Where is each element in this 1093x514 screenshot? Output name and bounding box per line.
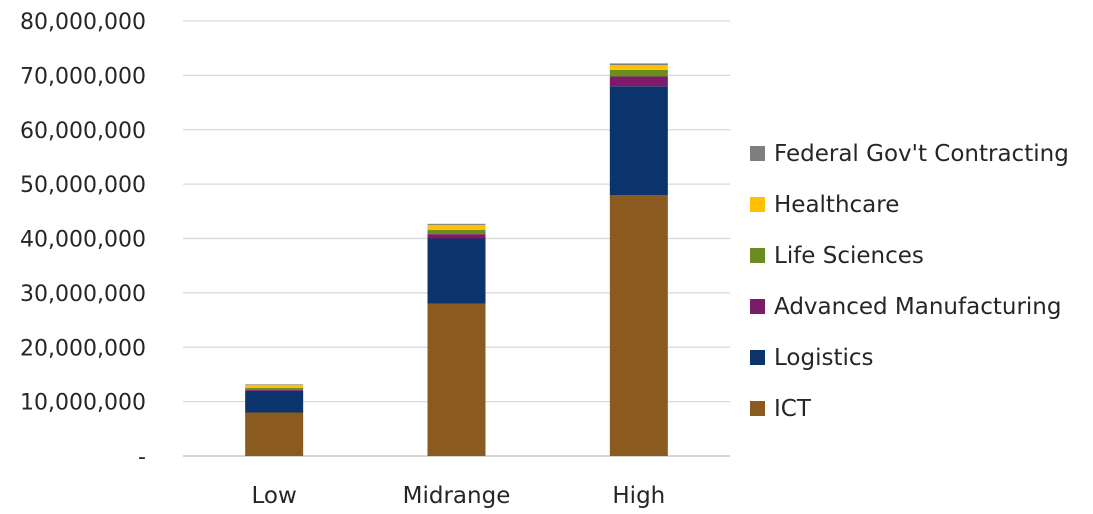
- bar-segment-ict-midrange: [427, 303, 486, 456]
- bar-segment-federal-gov-t-contracting-low: [245, 384, 304, 385]
- bar-segment-ict-low: [245, 412, 304, 456]
- legend-label: ICT: [774, 396, 812, 422]
- bar-segment-logistics-low: [245, 390, 304, 413]
- legend-swatch: [750, 197, 765, 212]
- y-tick-label: 10,000,000: [20, 391, 146, 416]
- legend-label: Advanced Manufacturing: [774, 294, 1061, 320]
- bar-segment-healthcare-midrange: [427, 224, 486, 230]
- bar-segment-healthcare-low: [245, 384, 304, 389]
- legend: Federal Gov't Contracting Healthcare Life …: [750, 141, 1069, 422]
- bar-segment-logistics-high: [609, 86, 668, 195]
- x-axis-category-labels: Low Midrange High: [252, 483, 666, 509]
- legend-label: Federal Gov't Contracting: [774, 141, 1069, 167]
- y-tick-label: -: [138, 445, 146, 470]
- legend-label: Healthcare: [774, 192, 899, 218]
- bar-segment-healthcare-high: [609, 65, 668, 70]
- x-category-label: Midrange: [403, 483, 511, 509]
- y-tick-label: 30,000,000: [20, 282, 146, 307]
- y-tick-label: 80,000,000: [20, 10, 146, 35]
- legend-label: Life Sciences: [774, 243, 924, 269]
- y-tick-label: 60,000,000: [20, 119, 146, 144]
- legend-swatch: [750, 299, 765, 314]
- bars: [245, 63, 668, 456]
- y-axis-tick-labels: - 10,000,000 20,000,000 30,000,000 40,000,00…: [20, 10, 146, 470]
- legend-label: Logistics: [774, 345, 874, 371]
- y-tick-label: 40,000,000: [20, 228, 146, 253]
- bar-segment-ict-high: [609, 195, 668, 456]
- y-tick-label: 20,000,000: [20, 336, 146, 361]
- legend-swatch: [750, 248, 765, 263]
- bar-segment-life-sciences-midrange: [427, 229, 486, 235]
- legend-swatch: [750, 401, 765, 416]
- y-tick-label: 50,000,000: [20, 173, 146, 198]
- x-category-label: Low: [252, 483, 297, 509]
- bar-segment-advanced-manufacturing-low: [245, 389, 304, 391]
- bar-segment-logistics-midrange: [427, 238, 486, 304]
- y-tick-label: 70,000,000: [20, 64, 146, 89]
- bar-segment-life-sciences-low: [245, 388, 304, 390]
- x-category-label: High: [612, 483, 665, 509]
- bar-segment-advanced-manufacturing-midrange: [427, 234, 486, 239]
- legend-swatch: [750, 350, 765, 365]
- legend-swatch: [750, 146, 765, 161]
- bar-segment-federal-gov-t-contracting-midrange: [427, 223, 486, 225]
- bar-segment-life-sciences-high: [609, 69, 668, 77]
- bar-segment-federal-gov-t-contracting-high: [609, 63, 668, 66]
- bar-segment-advanced-manufacturing-high: [609, 76, 668, 87]
